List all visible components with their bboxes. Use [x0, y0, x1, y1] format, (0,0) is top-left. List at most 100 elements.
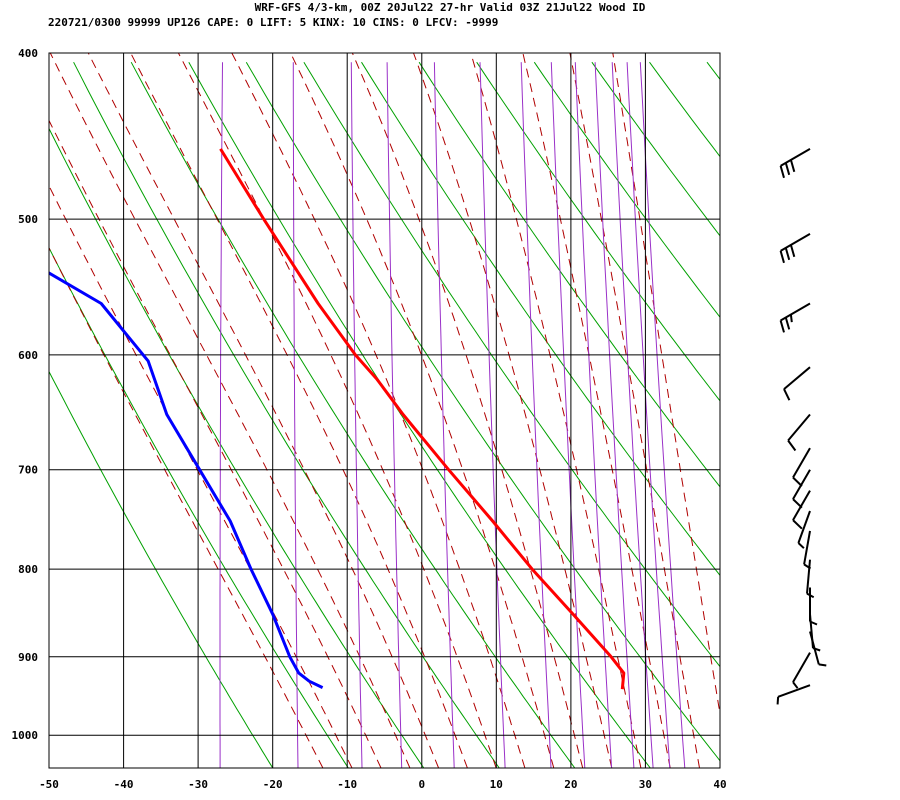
- wind-barb-flag: [784, 317, 791, 330]
- wind-barb-staff: [806, 559, 811, 594]
- reference-lines: [49, 53, 900, 768]
- moist-adiabat-line: [49, 184, 353, 768]
- mixing-ratio-line: [520, 62, 552, 768]
- moist-adiabat-line: [470, 53, 642, 768]
- sounding-info-line: 220721/0300 99999 UP126 CAPE: 0 LIFT: 5 …: [48, 16, 498, 29]
- y-tick-label: 1000: [12, 729, 39, 742]
- wind-barb: [776, 684, 811, 705]
- mixing-ratio-line: [350, 62, 363, 768]
- y-tick-label: 700: [18, 464, 38, 477]
- x-tick-label: -30: [188, 778, 208, 791]
- mixing-ratio-line: [574, 62, 613, 768]
- wind-barb-flag: [783, 388, 791, 401]
- mixing-ratio-line: [639, 62, 686, 768]
- mixing-ratio-line: [433, 62, 455, 768]
- mixing-ratio-line: [611, 62, 654, 768]
- wind-barb: [779, 148, 811, 179]
- wind-barb-flag: [792, 519, 803, 530]
- mixing-ratio-line: [386, 62, 403, 768]
- wind-barb-staff: [792, 447, 811, 479]
- temperature-trace: [219, 148, 626, 690]
- wind-barb: [792, 652, 811, 689]
- mixing-ratio-line: [626, 62, 671, 768]
- dry-adiabat-line: [591, 61, 720, 237]
- y-tick-label: 800: [18, 563, 38, 576]
- dry-adiabat-line: [49, 370, 274, 768]
- moist-adiabat-line: [49, 53, 411, 768]
- dry-adiabat-line: [49, 127, 425, 768]
- wind-barb-staff: [792, 469, 811, 500]
- y-tick-label: 400: [18, 47, 38, 60]
- wind-barb: [792, 469, 811, 509]
- moist-adiabat-line: [87, 53, 440, 768]
- moist-adiabat-line: [177, 53, 497, 768]
- x-tick-label: 30: [639, 778, 652, 791]
- x-tick-label: -10: [337, 778, 357, 791]
- dry-adiabat-line: [361, 61, 720, 577]
- wind-barb-flag: [779, 165, 785, 179]
- wind-barb-flag: [787, 439, 797, 452]
- x-tick-label: 0: [418, 778, 425, 791]
- wind-barb-flag: [818, 663, 827, 667]
- dry-adiabat-line: [130, 61, 576, 768]
- moist-adiabat-line: [49, 246, 324, 768]
- y-tick-label: 600: [18, 349, 38, 362]
- moist-adiabat-line: [290, 53, 555, 768]
- wind-barb-flag: [789, 314, 793, 323]
- dry-adiabat-line: [303, 61, 720, 668]
- wind-barb: [809, 631, 827, 667]
- wind-barbs: [776, 148, 827, 705]
- wind-barb-flag: [776, 696, 780, 705]
- plot-frame: [48, 52, 721, 769]
- dry-adiabat-line: [245, 61, 720, 762]
- moist-adiabat-line: [413, 53, 613, 768]
- wind-barb-staff: [777, 684, 811, 698]
- wind-barb-staff: [797, 510, 811, 544]
- moist-adiabat-line: [569, 53, 700, 768]
- wind-barb-flag: [797, 542, 805, 549]
- wind-barb-flag: [789, 244, 796, 258]
- moist-adiabat-line: [130, 53, 468, 768]
- x-tick-label: 40: [713, 778, 726, 791]
- axis-ticks: 400 500 600 700 800 900 1000 -50 -40 -30 -20 -10 0 10…: [12, 47, 727, 791]
- wind-barb: [787, 413, 811, 452]
- dry-adiabat-line: [49, 246, 349, 768]
- wind-barb-flag: [784, 247, 791, 261]
- wind-barb-flag: [779, 320, 785, 333]
- dry-adiabat-line: [822, 62, 900, 768]
- wind-barb-staff: [792, 490, 811, 521]
- wind-barb-flag: [779, 250, 785, 264]
- dry-adiabat-line: [476, 61, 720, 402]
- moist-adiabat-line: [231, 53, 526, 768]
- moist-adiabat-line: [522, 53, 671, 768]
- x-tick-label: 20: [564, 778, 577, 791]
- moist-adiabat-line: [612, 53, 720, 718]
- sounding-traces: [49, 148, 626, 690]
- x-tick-label: 10: [490, 778, 503, 791]
- dry-adiabat-line: [533, 61, 720, 319]
- wind-barb: [783, 366, 811, 401]
- x-tick-label: -40: [114, 778, 134, 791]
- wind-barb: [809, 614, 821, 652]
- mixing-ratio-line: [292, 62, 299, 768]
- chart-title: WRF-GFS 4/3-km, 00Z 20Jul22 27-hr Valid …: [255, 1, 646, 14]
- wind-barb-staff: [809, 631, 820, 665]
- dry-adiabat-line: [188, 61, 651, 768]
- wind-barb: [792, 490, 811, 530]
- wind-barb: [792, 447, 811, 487]
- wind-barb: [779, 233, 811, 264]
- dewpoint-trace: [49, 271, 324, 689]
- dry-adiabat-line: [73, 61, 500, 768]
- mixing-ratio-line: [479, 62, 506, 768]
- dry-adiabat-line: [418, 61, 720, 488]
- y-tick-label: 900: [18, 651, 38, 664]
- wind-barb-staff: [787, 413, 811, 442]
- wind-barb: [779, 302, 811, 333]
- mixing-ratio-line: [219, 62, 223, 768]
- dry-adiabat-line: [880, 62, 900, 768]
- mixing-ratio-line: [594, 62, 635, 768]
- wind-barb-staff: [803, 530, 811, 565]
- wind-barb-staff: [792, 652, 811, 683]
- grid-lines: [48, 52, 721, 768]
